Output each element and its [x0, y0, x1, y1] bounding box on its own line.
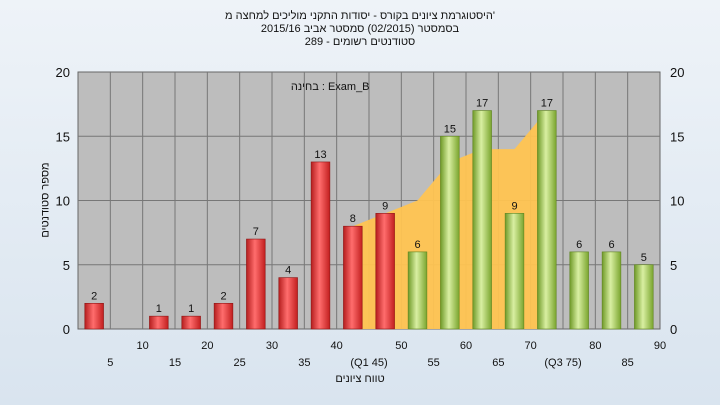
x-tick-label: 50 [395, 340, 407, 352]
bar-30 [246, 238, 266, 330]
data-label-85: 6 [608, 239, 614, 251]
x-tick-label: 40 [331, 340, 343, 352]
x-tick-label: 20 [201, 340, 213, 352]
x-tick-label: 30 [266, 340, 278, 352]
data-label-35: 4 [285, 265, 291, 277]
x-tick-label: (Q3 75) [544, 357, 581, 369]
y-tick-right: 10 [670, 194, 684, 209]
bar-55 [407, 251, 428, 330]
x-tick-label: 65 [492, 357, 504, 369]
bar-90 [634, 264, 654, 330]
bar-40 [310, 161, 331, 330]
x-tick-label: 15 [169, 357, 181, 369]
data-label-80: 6 [576, 239, 582, 251]
bar-65 [472, 110, 492, 330]
chart-title-block: היסטוגרמת ציונים בקורס - יסודות התקני מו… [0, 10, 720, 49]
chart-title: היסטוגרמת ציונים בקורס - יסודות התקני מו… [225, 10, 495, 22]
data-label-75: 17 [541, 98, 553, 110]
y-tick-right: 20 [670, 65, 684, 80]
bar-25 [213, 302, 234, 330]
bar-50 [375, 213, 395, 330]
bar-80 [569, 251, 589, 330]
chart-subtitle-semester: בסמסטר (02/2015) סמסטר אביב 2015/16 [260, 23, 460, 35]
y-tick-right: 15 [670, 129, 684, 144]
x-axis-label: טווח ציונים [335, 373, 385, 385]
x-tick-label: 60 [460, 340, 472, 352]
x-tick-label: (Q1 45) [350, 357, 387, 369]
y-axis-label: מספר סטודנטים [39, 162, 52, 238]
x-tick-label: 85 [622, 357, 634, 369]
exam-annotation: בחינה : Exam_B [291, 81, 370, 93]
x-tick-label: 90 [654, 340, 666, 352]
bar-45 [343, 225, 363, 330]
data-label-60: 15 [444, 123, 456, 135]
bar-70 [504, 213, 525, 330]
data-label-40: 13 [314, 149, 326, 161]
x-tick-label: 10 [137, 340, 149, 352]
y-tick-left: 10 [56, 194, 70, 209]
data-label-65: 17 [476, 98, 488, 110]
y-tick-left: 20 [56, 65, 70, 80]
bar-60 [440, 135, 460, 330]
data-label-70: 9 [511, 200, 517, 212]
data-label-20: 1 [188, 303, 194, 315]
data-label-15: 1 [156, 303, 162, 315]
y-tick-left: 0 [63, 322, 70, 337]
x-tick-label: 70 [525, 340, 537, 352]
bar-20 [181, 315, 201, 330]
data-label-55: 6 [414, 239, 420, 251]
x-tick-label: 25 [234, 357, 246, 369]
bar-85 [601, 251, 622, 330]
x-tick-label: 80 [589, 340, 601, 352]
data-label-50: 9 [382, 200, 388, 212]
data-label-30: 7 [253, 226, 259, 238]
bar-35 [278, 277, 298, 330]
data-label-90: 5 [641, 252, 647, 264]
data-label-45: 8 [350, 213, 356, 225]
bar-75 [537, 110, 557, 330]
x-tick-label: 5 [107, 357, 113, 369]
y-tick-left: 15 [56, 129, 70, 144]
bar-5 [84, 302, 104, 330]
y-tick-right: 5 [670, 258, 677, 273]
chart-subtitle-students: סטודנטים רשומים - 289 [304, 36, 416, 48]
bar-15 [149, 315, 169, 330]
y-tick-left: 5 [63, 258, 70, 273]
data-label-5: 2 [91, 290, 97, 302]
y-tick-right: 0 [670, 322, 677, 337]
x-tick-label: 35 [298, 357, 310, 369]
x-tick-label: 55 [428, 357, 440, 369]
data-label-25: 2 [220, 290, 226, 302]
